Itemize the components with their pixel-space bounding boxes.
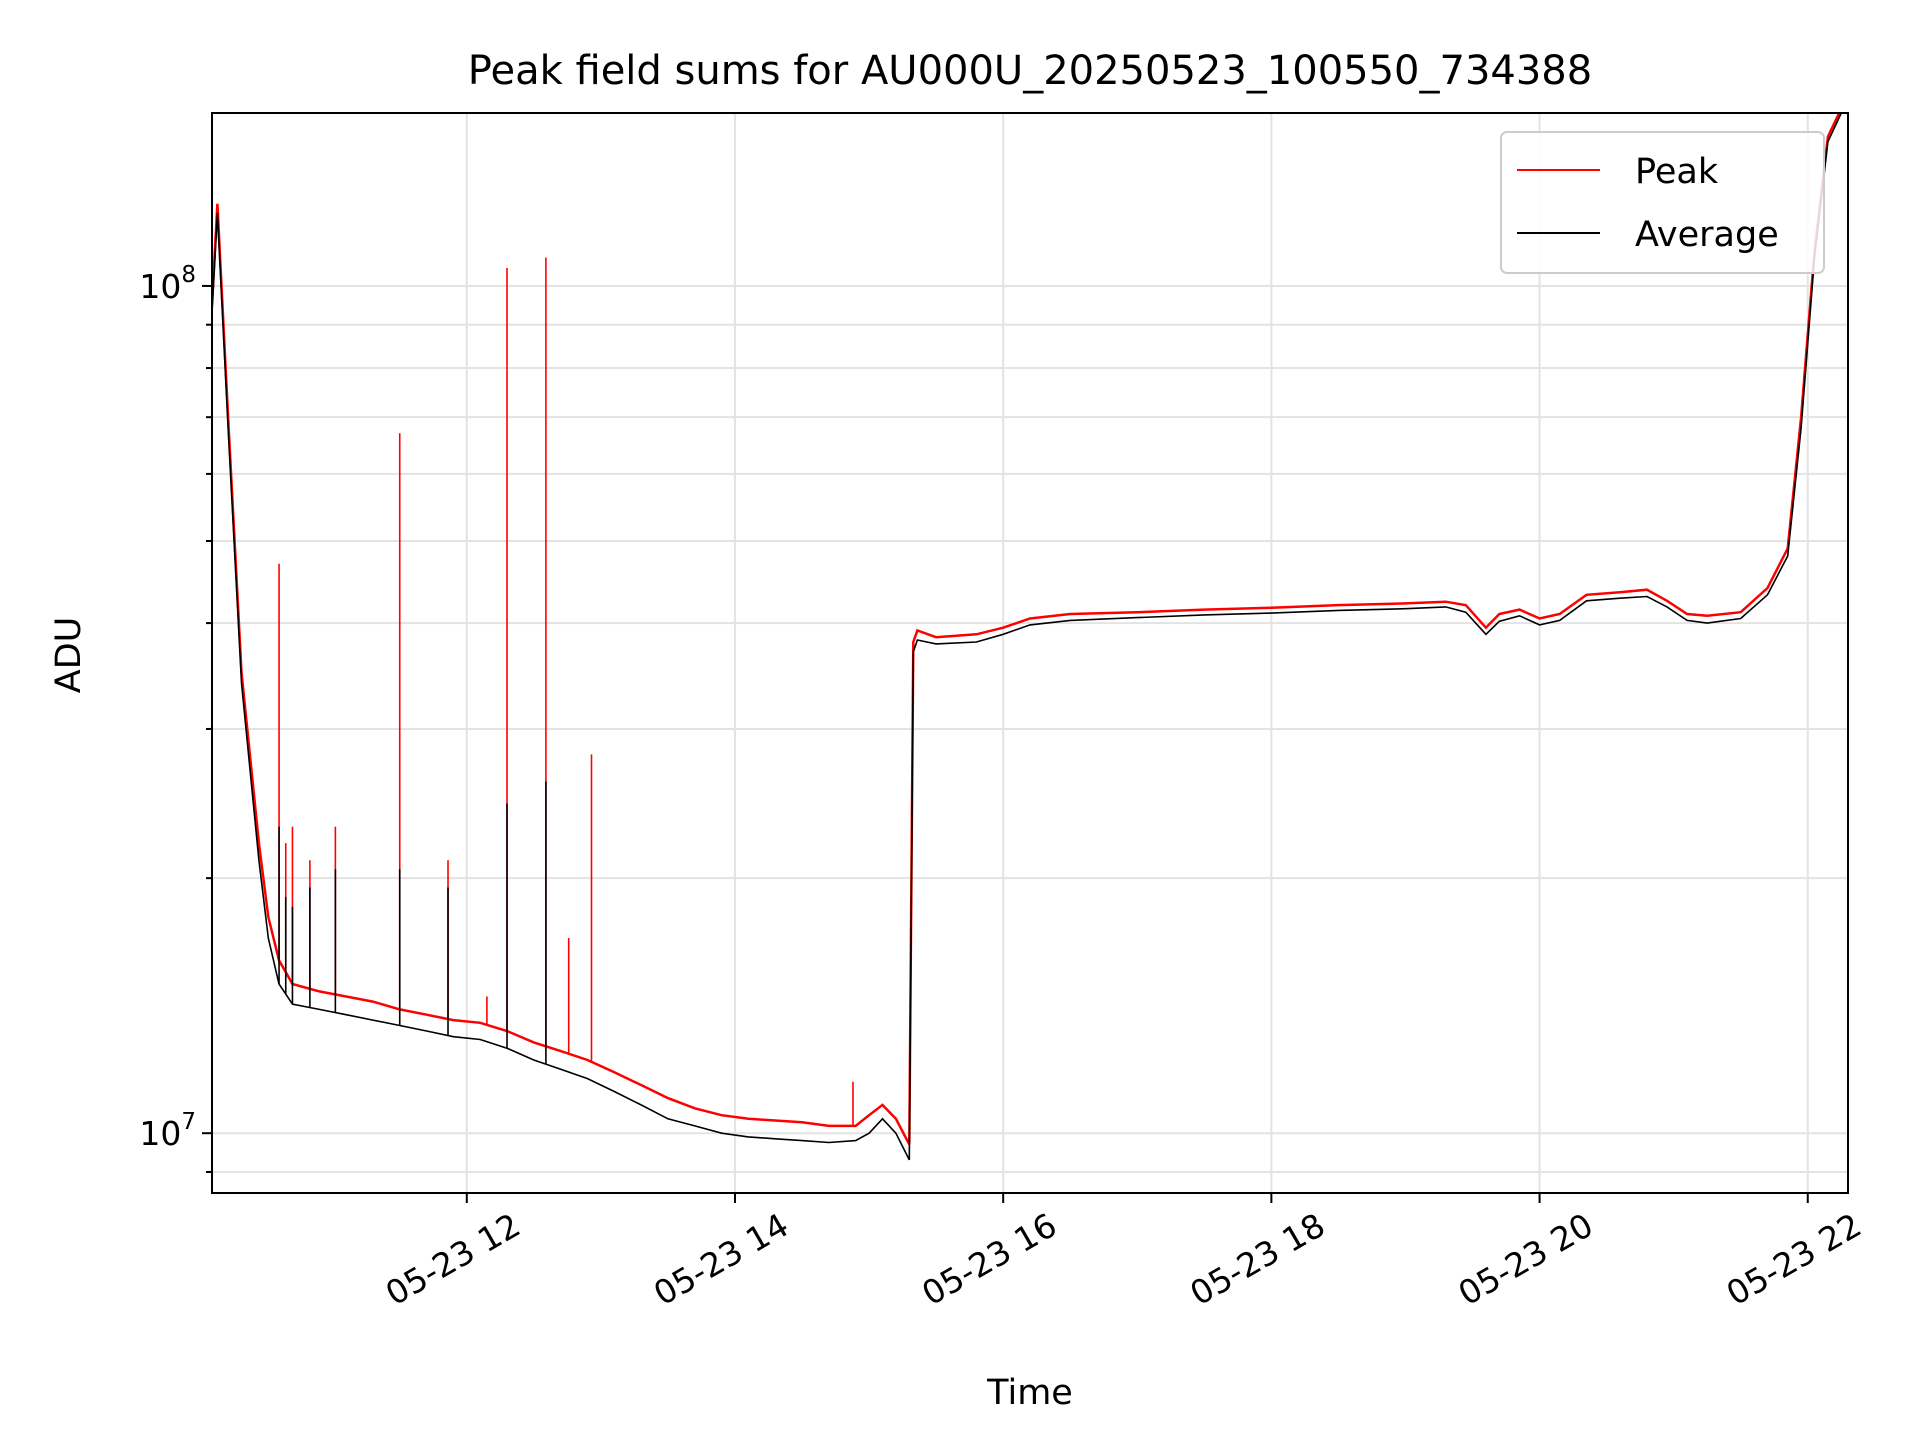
plot-lines [212,113,1843,1161]
legend-label-average: Average [1635,215,1779,255]
y-tick-label-base: 10 [139,267,181,306]
y-tick-label: 107 [139,1109,196,1153]
y-tick-label: 108 [139,262,196,306]
y-tick-label-base: 10 [139,1114,181,1153]
y-axis-label: ADU [49,617,89,694]
legend: Peak Average [1500,131,1825,274]
series-average [212,113,1843,1161]
y-tick-label-exponent: 7 [181,1109,196,1135]
y-tick-label-exponent: 8 [181,262,196,288]
x-axis-label: Time [986,1373,1073,1413]
series-line-average [212,113,1843,1161]
legend-label-peak: Peak [1635,152,1719,192]
plot-frame [211,112,1849,1194]
chart-title: Peak field sums for AU000U_20250523_1005… [468,48,1592,94]
legend-box [1500,131,1825,274]
grid [212,113,1848,1193]
